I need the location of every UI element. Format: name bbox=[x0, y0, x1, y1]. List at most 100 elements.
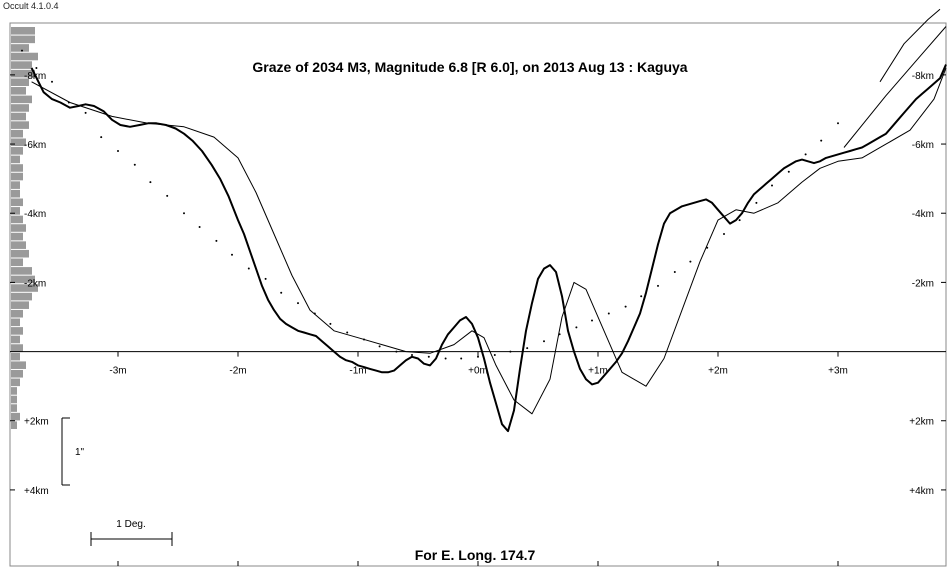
histogram-bar bbox=[11, 249, 29, 258]
limb-dot bbox=[247, 267, 250, 270]
limb-dot bbox=[771, 184, 773, 187]
limb-dot bbox=[837, 122, 839, 125]
vertical-scale-bar: 1" bbox=[61, 417, 85, 486]
histogram-bar bbox=[11, 207, 20, 215]
histogram-bar bbox=[11, 27, 35, 35]
histogram-bar bbox=[11, 44, 29, 52]
histogram-bar bbox=[11, 232, 23, 241]
histogram-bar bbox=[11, 352, 20, 361]
limb-dot bbox=[100, 136, 103, 139]
histogram-bar bbox=[11, 147, 23, 155]
histogram-bar bbox=[11, 172, 23, 181]
y-tick-label-left: -4km bbox=[24, 209, 46, 220]
histogram-bar bbox=[11, 52, 38, 61]
histogram-bar bbox=[11, 361, 26, 369]
histogram-bar bbox=[11, 421, 17, 429]
limb-dot bbox=[35, 66, 38, 69]
limb-dot bbox=[787, 170, 790, 173]
y-tick-label-right: +2km bbox=[909, 417, 934, 428]
histogram-bar bbox=[11, 35, 35, 44]
histogram-bar bbox=[11, 189, 20, 198]
limb-dot bbox=[820, 139, 823, 142]
limb-dot bbox=[231, 253, 233, 256]
histogram-bar bbox=[11, 112, 26, 121]
plot-frame bbox=[9, 22, 947, 567]
histogram-bar bbox=[11, 69, 35, 78]
profile-line-smoothed bbox=[31, 67, 947, 415]
limb-dot bbox=[166, 194, 169, 197]
limb-dot bbox=[689, 260, 692, 263]
histogram-bar bbox=[11, 412, 20, 421]
limb-dot bbox=[329, 322, 332, 325]
limb-curves bbox=[843, 8, 947, 148]
histogram-bar bbox=[11, 395, 17, 404]
histogram-bar bbox=[11, 181, 20, 189]
limb-curve bbox=[879, 8, 941, 83]
histogram-bar bbox=[11, 275, 35, 284]
limb-dot bbox=[509, 350, 512, 353]
histogram-bar bbox=[11, 369, 23, 378]
y-tick-label-left: -2km bbox=[24, 278, 46, 289]
histogram-bar bbox=[11, 335, 20, 344]
limb-dot bbox=[21, 49, 23, 52]
limb-dot bbox=[84, 111, 87, 114]
limb-dot bbox=[427, 355, 430, 358]
histogram-bar bbox=[11, 78, 29, 87]
histogram-bar bbox=[11, 164, 23, 172]
histogram-bar bbox=[11, 258, 23, 267]
window-title: Occult 4.1.0.4 bbox=[3, 1, 59, 11]
limb-dot bbox=[378, 345, 381, 348]
y-tick-label-left: +4km bbox=[24, 486, 49, 497]
limb-dot bbox=[264, 277, 267, 280]
limb-dot bbox=[607, 312, 610, 315]
limb-dot bbox=[575, 326, 578, 329]
limb-dot bbox=[673, 271, 676, 274]
profile-series bbox=[30, 64, 947, 433]
limb-curve bbox=[843, 26, 947, 148]
x-tick-label: +3m bbox=[828, 366, 848, 377]
histogram-bar bbox=[11, 87, 26, 95]
limb-dot bbox=[215, 239, 218, 242]
limb-dot bbox=[543, 340, 545, 343]
y-tick-label-left: +2km bbox=[24, 417, 49, 428]
histogram-bar bbox=[11, 318, 20, 327]
x-tick-label: +0m bbox=[468, 366, 488, 377]
y-tick-label-right: -8km bbox=[912, 71, 934, 82]
limb-dot bbox=[133, 163, 136, 166]
histogram-bar bbox=[11, 301, 29, 309]
histogram-bar bbox=[11, 155, 20, 164]
histogram-bar bbox=[11, 378, 20, 387]
limb-dot bbox=[591, 319, 593, 322]
limb-dot bbox=[395, 350, 398, 353]
x-tick-label: -3m bbox=[109, 366, 126, 377]
limb-dot bbox=[755, 201, 758, 204]
limb-dot bbox=[526, 347, 529, 350]
x-tick-label: +2m bbox=[708, 366, 728, 377]
limb-dot bbox=[738, 219, 741, 222]
histogram-bar bbox=[11, 129, 23, 138]
limb-dot bbox=[149, 181, 152, 184]
histogram-bar bbox=[11, 284, 38, 292]
limb-dot bbox=[657, 284, 659, 287]
horizontal-scale-bar: 1 Deg. bbox=[90, 519, 173, 546]
limb-dot bbox=[346, 331, 349, 334]
limb-dot bbox=[493, 354, 496, 357]
x-axis-ticks: -3m -2m -1m +0m +1m +2m +3m bbox=[109, 351, 848, 566]
chart-footer: For E. Long. 174.7 bbox=[415, 547, 536, 563]
limb-dot bbox=[640, 295, 643, 298]
histogram-bar bbox=[11, 267, 32, 275]
histogram-bar bbox=[11, 61, 32, 69]
limb-dot bbox=[183, 212, 185, 215]
limb-dot bbox=[297, 302, 299, 305]
histogram-bar bbox=[11, 198, 23, 207]
limb-dot bbox=[411, 354, 413, 357]
histogram-bar bbox=[11, 404, 17, 412]
vertical-scale-bar-label: 1" bbox=[75, 447, 85, 458]
y-tick-label-left: -6km bbox=[24, 140, 46, 151]
y-tick-label-right: -4km bbox=[912, 209, 934, 220]
limb-dot bbox=[198, 226, 201, 229]
limb-dot bbox=[723, 232, 725, 235]
limb-dot bbox=[117, 149, 119, 152]
limb-dot bbox=[51, 80, 53, 83]
y-tick-label-right: -2km bbox=[912, 278, 934, 289]
